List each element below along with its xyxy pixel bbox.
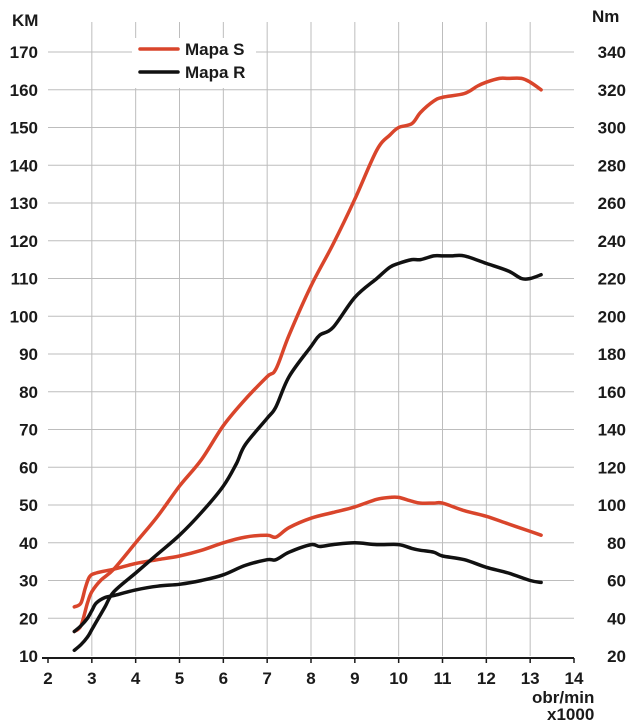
left-tick-label-50: 50 xyxy=(19,496,38,515)
x-tick-label-3: 3 xyxy=(87,669,96,688)
left-y-ticks: 10 20 30 40 50 60 70 80 90 100 110 120 130 140 150 160 1… xyxy=(10,43,38,666)
left-tick-label-20: 20 xyxy=(19,609,38,628)
x-axis-label-line1: obr/min xyxy=(532,688,594,707)
x-tick-label-7: 7 xyxy=(262,669,271,688)
legend: Mapa S Mapa R xyxy=(132,38,256,88)
right-tick-label-220: 220 xyxy=(598,270,626,289)
x-tick-label-14: 14 xyxy=(565,669,584,688)
right-tick-label-320: 320 xyxy=(598,81,626,100)
x-tick-label-5: 5 xyxy=(175,669,184,688)
left-tick-label-100: 100 xyxy=(10,307,38,326)
left-tick-label-80: 80 xyxy=(19,383,38,402)
left-tick-label-140: 140 xyxy=(10,156,38,175)
x-axis-label-line2: x1000 xyxy=(547,705,594,724)
grid xyxy=(48,22,574,656)
right-tick-label-340: 340 xyxy=(598,43,626,62)
x-tick-label-6: 6 xyxy=(219,669,228,688)
left-tick-label-70: 70 xyxy=(19,421,38,440)
series-mapa-s-power xyxy=(72,76,543,634)
right-tick-label-120: 120 xyxy=(598,458,626,477)
right-tick-label-40: 40 xyxy=(607,609,626,628)
right-tick-label-140: 140 xyxy=(598,421,626,440)
x-tick-label-4: 4 xyxy=(131,669,141,688)
right-tick-label-20: 20 xyxy=(607,647,626,666)
right-tick-label-80: 80 xyxy=(607,534,626,553)
right-tick-label-60: 60 xyxy=(607,572,626,591)
left-tick-label-40: 40 xyxy=(19,534,38,553)
legend-background xyxy=(132,38,256,88)
right-axis-unit: Nm xyxy=(592,7,619,26)
right-tick-label-180: 180 xyxy=(598,345,626,364)
left-tick-label-130: 130 xyxy=(10,194,38,213)
left-tick-label-110: 110 xyxy=(11,270,38,289)
left-tick-label-170: 170 xyxy=(10,43,38,62)
series xyxy=(72,76,543,653)
x-tick-label-2: 2 xyxy=(43,669,52,688)
x-tick-label-10: 10 xyxy=(389,669,408,688)
right-tick-label-160: 160 xyxy=(598,383,626,402)
series-mapa-r-torque xyxy=(72,541,543,634)
x-tick-label-13: 13 xyxy=(521,669,540,688)
series-mapa-r-power xyxy=(72,253,543,653)
right-tick-label-240: 240 xyxy=(598,232,626,251)
left-tick-label-150: 150 xyxy=(10,119,38,138)
right-tick-label-200: 200 xyxy=(598,307,626,326)
x-tick-label-11: 11 xyxy=(434,669,452,688)
left-tick-label-160: 160 xyxy=(10,81,38,100)
left-tick-label-10: 10 xyxy=(19,647,38,666)
left-tick-label-120: 120 xyxy=(10,232,38,251)
left-tick-label-60: 60 xyxy=(19,458,38,477)
legend-label-mapa-r: Mapa R xyxy=(185,63,245,82)
right-y-ticks: 20 40 60 80 100 120 140 160 180 200 220 240 260 280 30… xyxy=(598,43,626,666)
right-tick-label-100: 100 xyxy=(598,496,626,515)
right-tick-label-300: 300 xyxy=(598,119,626,138)
x-tick-label-9: 9 xyxy=(350,669,359,688)
left-tick-label-90: 90 xyxy=(19,345,38,364)
right-tick-label-260: 260 xyxy=(598,194,626,213)
right-tick-label-280: 280 xyxy=(598,156,626,175)
left-axis-unit: KM xyxy=(12,11,38,30)
x-tick-label-8: 8 xyxy=(306,669,315,688)
x-tick-label-12: 12 xyxy=(477,669,496,688)
legend-label-mapa-s: Mapa S xyxy=(185,40,245,59)
series-mapa-s-torque xyxy=(72,495,543,609)
left-tick-label-30: 30 xyxy=(19,572,38,591)
x-ticks: 2 3 4 5 6 7 8 9 10 11 12 13 14 xyxy=(43,658,584,688)
